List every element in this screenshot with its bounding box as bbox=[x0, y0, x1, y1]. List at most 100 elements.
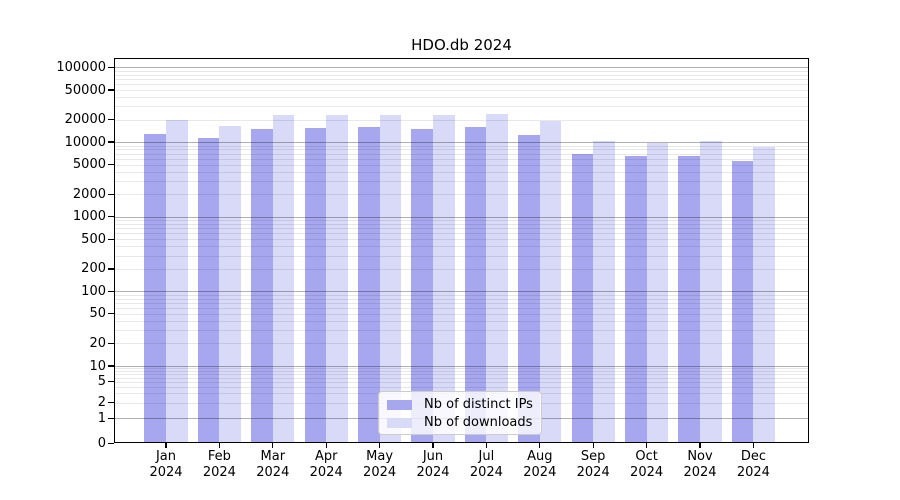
bar-downloads-may bbox=[379, 114, 402, 444]
gridline bbox=[114, 268, 809, 270]
y-tick-label: 500 bbox=[81, 231, 106, 247]
gridline bbox=[114, 291, 809, 293]
y-tick-mark bbox=[107, 313, 114, 315]
x-tick-label-jul: Jul 2024 bbox=[469, 449, 503, 480]
y-tick-mark bbox=[107, 89, 114, 91]
gridline bbox=[114, 79, 809, 81]
y-tick-label: 200 bbox=[81, 261, 106, 277]
y-tick-mark bbox=[107, 268, 114, 270]
y-tick-label: 5 bbox=[97, 374, 106, 390]
y-tick-label: 1 bbox=[97, 410, 106, 426]
x-tick-mark bbox=[432, 443, 434, 448]
grid-layer bbox=[114, 58, 809, 444]
gridline bbox=[114, 307, 809, 309]
gridline bbox=[114, 228, 809, 230]
gridline bbox=[114, 368, 809, 370]
x-tick-mark bbox=[165, 443, 167, 448]
bar-distinct-ips-jul bbox=[464, 126, 487, 444]
bar-distinct-ips-nov bbox=[678, 156, 700, 444]
gridline bbox=[114, 145, 809, 147]
legend-item-downloads: Nb of downloads bbox=[387, 414, 541, 432]
x-tick-mark bbox=[272, 443, 274, 448]
y-tick-label: 2 bbox=[97, 395, 106, 411]
y-tick-label: 0 bbox=[97, 435, 106, 451]
bar-distinct-ips-may bbox=[358, 127, 380, 444]
gridline bbox=[114, 343, 809, 345]
gridline bbox=[114, 246, 809, 248]
gridline bbox=[114, 220, 809, 222]
x-tick-label-mar: Mar 2024 bbox=[256, 449, 290, 480]
gridline bbox=[114, 194, 809, 196]
x-tick-mark bbox=[592, 443, 594, 448]
gridline bbox=[114, 142, 809, 144]
plot-area: Nb of distinct IPs Nb of downloads bbox=[114, 57, 809, 444]
y-tick-label: 100000 bbox=[56, 60, 106, 75]
x-tick-mark bbox=[325, 443, 327, 448]
x-tick-label-apr: Apr 2024 bbox=[309, 449, 343, 480]
x-tick-label-feb: Feb 2024 bbox=[202, 449, 236, 480]
bar-distinct-ips-sep bbox=[571, 153, 594, 444]
y-tick-mark bbox=[107, 238, 114, 240]
y-tick-mark bbox=[107, 381, 114, 383]
x-tick-label-jun: Jun 2024 bbox=[416, 449, 450, 480]
x-tick-mark bbox=[645, 443, 648, 448]
gridline bbox=[114, 106, 809, 108]
bar-downloads-sep bbox=[593, 141, 615, 444]
y-tick-label: 1000 bbox=[72, 209, 106, 225]
y-tick-label: 5000 bbox=[72, 157, 106, 173]
bars-layer bbox=[114, 58, 809, 444]
y-tick-mark bbox=[107, 66, 114, 69]
legend-item-distinct-ips: Nb of distinct IPs bbox=[387, 396, 541, 414]
y-tick-mark bbox=[107, 163, 114, 166]
y-tick-label: 50 bbox=[89, 306, 106, 322]
gridline bbox=[114, 181, 809, 183]
y-tick-mark bbox=[107, 442, 114, 444]
gridline bbox=[114, 233, 809, 235]
bar-distinct-ips-apr bbox=[304, 128, 327, 444]
y-tick-label: 100 bbox=[81, 283, 106, 299]
bar-distinct-ips-feb bbox=[197, 138, 220, 444]
y-tick-label: 2000 bbox=[72, 186, 106, 202]
gridline bbox=[114, 313, 809, 315]
y-tick-label: 20 bbox=[89, 336, 106, 351]
gridline bbox=[114, 158, 809, 160]
bar-downloads-jun bbox=[433, 115, 455, 444]
y-tick-label: 10 bbox=[89, 358, 106, 374]
bar-downloads-aug bbox=[539, 120, 562, 444]
gridline bbox=[114, 149, 809, 151]
x-tick-label-may: May 2024 bbox=[363, 449, 397, 480]
y-tick-mark bbox=[107, 141, 114, 143]
legend: Nb of distinct IPs Nb of downloads bbox=[378, 390, 542, 435]
y-tick-mark bbox=[107, 290, 114, 293]
gridline bbox=[114, 171, 809, 173]
y-tick-label: 10000 bbox=[64, 134, 106, 150]
y-tick-label: 50000 bbox=[64, 82, 106, 98]
y-tick-mark bbox=[107, 193, 114, 195]
gridline bbox=[114, 294, 809, 296]
x-tick-label-dec: Dec 2024 bbox=[736, 449, 770, 480]
legend-label-distinct-ips: Nb of distinct IPs bbox=[424, 397, 533, 413]
y-tick-mark bbox=[107, 401, 114, 404]
bar-distinct-ips-mar bbox=[251, 128, 273, 444]
bar-downloads-dec bbox=[753, 146, 775, 444]
gridline bbox=[114, 386, 809, 388]
gridline bbox=[114, 302, 809, 304]
gridline bbox=[114, 330, 809, 332]
bar-distinct-ips-jun bbox=[411, 128, 433, 444]
gridline bbox=[114, 239, 809, 241]
gridline bbox=[114, 365, 809, 367]
legend-swatch-downloads bbox=[387, 417, 412, 428]
gridline bbox=[114, 97, 809, 99]
x-tick-mark bbox=[218, 443, 221, 448]
x-tick-label-aug: Aug 2024 bbox=[523, 449, 557, 480]
gridline bbox=[114, 89, 809, 91]
chart-title: HDO.db 2024 bbox=[411, 36, 512, 54]
bar-distinct-ips-oct bbox=[625, 156, 647, 444]
gridline bbox=[114, 67, 809, 69]
gridline bbox=[114, 371, 809, 373]
gridline bbox=[114, 70, 809, 72]
y-tick-mark bbox=[107, 365, 114, 367]
gridline bbox=[114, 153, 809, 155]
legend-swatch-distinct-ips bbox=[387, 399, 412, 410]
x-tick-label-nov: Nov 2024 bbox=[683, 449, 717, 480]
